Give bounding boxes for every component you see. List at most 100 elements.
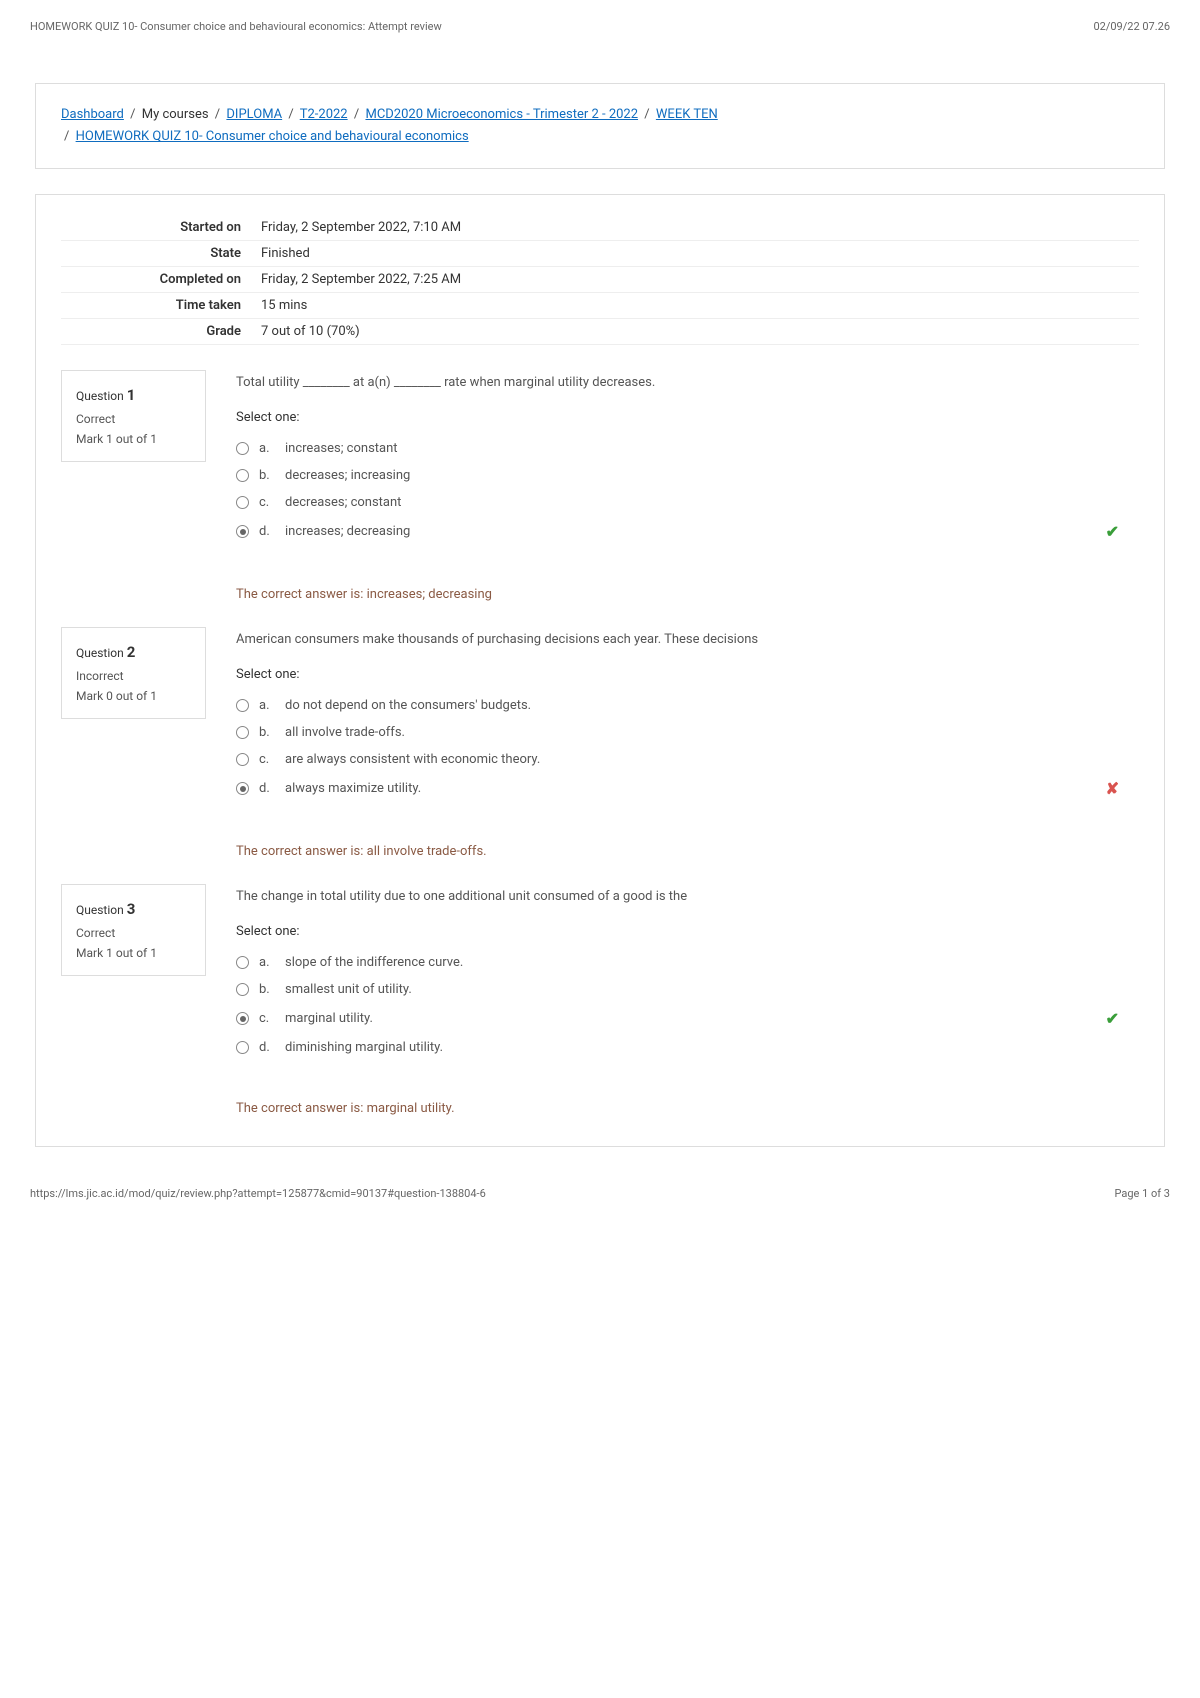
breadcrumb-quiz[interactable]: HOMEWORK QUIZ 10- Consumer choice and be… [76, 129, 469, 144]
summary-row: Started on Friday, 2 September 2022, 7:1… [61, 215, 1139, 241]
option-text: marginal utility. [285, 1011, 1086, 1026]
radio-icon [236, 1041, 249, 1054]
question-status: Incorrect [76, 666, 191, 686]
question-stem: American consumers make thousands of pur… [236, 632, 1119, 647]
question-number: Question 3 [76, 897, 191, 923]
option-a[interactable]: a. increases; constant [236, 435, 1119, 462]
option-d[interactable]: d. diminishing marginal utility. [236, 1034, 1119, 1061]
question-status: Correct [76, 923, 191, 943]
breadcrumb-sep: / [354, 107, 359, 122]
summary-label: Grade [61, 319, 251, 345]
question-number: Question 1 [76, 383, 191, 409]
feedback-prefix: The correct answer is: [236, 844, 367, 859]
breadcrumb-dashboard[interactable]: Dashboard [61, 107, 124, 122]
option-a[interactable]: a. slope of the indifference curve. [236, 949, 1119, 976]
option-text: diminishing marginal utility. [285, 1040, 1119, 1055]
feedback-prefix: The correct answer is: [236, 587, 367, 602]
summary-label: Time taken [61, 293, 251, 319]
summary-row: Time taken 15 mins [61, 293, 1139, 319]
radio-icon [236, 469, 249, 482]
radio-icon [236, 699, 249, 712]
summary-label: Completed on [61, 267, 251, 293]
radio-icon [236, 983, 249, 996]
question-mark: Mark 1 out of 1 [76, 429, 191, 449]
feedback: The correct answer is: marginal utility. [236, 1101, 1119, 1116]
question-block: Question 1 Correct Mark 1 out of 1 Total… [61, 370, 1139, 602]
option-letter: b. [259, 468, 275, 483]
option-b[interactable]: b. decreases; increasing [236, 462, 1119, 489]
option-text: increases; decreasing [285, 524, 1086, 539]
radio-icon [236, 782, 249, 795]
radio-icon [236, 726, 249, 739]
radio-icon [236, 525, 249, 538]
summary-value: 15 mins [251, 293, 1139, 319]
summary-value: 7 out of 10 (70%) [251, 319, 1139, 345]
radio-icon [236, 1012, 249, 1025]
option-text: always maximize utility. [285, 781, 1086, 796]
option-letter: c. [259, 495, 275, 510]
radio-icon [236, 753, 249, 766]
option-b[interactable]: b. all involve trade-offs. [236, 719, 1119, 746]
summary-label: State [61, 241, 251, 267]
feedback-answer: marginal utility. [367, 1101, 455, 1116]
option-letter: c. [259, 1011, 275, 1026]
breadcrumb-course[interactable]: MCD2020 Microeconomics - Trimester 2 - 2… [365, 107, 638, 122]
select-one-label: Select one: [236, 924, 1119, 939]
page-footer: https://lms.jic.ac.id/mod/quiz/review.ph… [0, 1167, 1200, 1220]
question-number: Question 2 [76, 640, 191, 666]
question-mark: Mark 0 out of 1 [76, 686, 191, 706]
option-letter: a. [259, 698, 275, 713]
breadcrumb-diploma[interactable]: DIPLOMA [226, 107, 282, 122]
option-text: are always consistent with economic theo… [285, 752, 1119, 767]
question-status: Correct [76, 409, 191, 429]
feedback-answer: increases; decreasing [367, 587, 492, 602]
option-text: increases; constant [285, 441, 1119, 456]
option-a[interactable]: a. do not depend on the consumers' budge… [236, 692, 1119, 719]
breadcrumb-sep: / [644, 107, 649, 122]
option-text: all involve trade-offs. [285, 725, 1119, 740]
summary-value: Friday, 2 September 2022, 7:10 AM [251, 215, 1139, 241]
option-d[interactable]: d. always maximize utility. ✘ [236, 773, 1119, 804]
breadcrumb-sep: / [215, 107, 220, 122]
cross-icon: ✘ [1106, 779, 1119, 798]
radio-icon [236, 956, 249, 969]
breadcrumb-sep: / [64, 129, 69, 144]
option-text: do not depend on the consumers' budgets. [285, 698, 1119, 713]
feedback-answer: all involve trade-offs. [367, 844, 487, 859]
option-text: decreases; increasing [285, 468, 1119, 483]
summary-label: Started on [61, 215, 251, 241]
breadcrumb-sep: / [288, 107, 293, 122]
select-one-label: Select one: [236, 410, 1119, 425]
option-text: slope of the indifference curve. [285, 955, 1119, 970]
check-icon: ✔ [1106, 1009, 1119, 1028]
header-title: HOMEWORK QUIZ 10- Consumer choice and be… [30, 20, 442, 33]
footer-url: https://lms.jic.ac.id/mod/quiz/review.ph… [30, 1187, 486, 1200]
option-c[interactable]: c. decreases; constant [236, 489, 1119, 516]
question-block: Question 2 Incorrect Mark 0 out of 1 Ame… [61, 627, 1139, 859]
summary-row: State Finished [61, 241, 1139, 267]
feedback: The correct answer is: increases; decrea… [236, 587, 1119, 602]
summary-row: Completed on Friday, 2 September 2022, 7… [61, 267, 1139, 293]
option-letter: d. [259, 1040, 275, 1055]
option-text: decreases; constant [285, 495, 1119, 510]
breadcrumb-term[interactable]: T2-2022 [300, 107, 348, 122]
page-header: HOMEWORK QUIZ 10- Consumer choice and be… [0, 0, 1200, 43]
option-d[interactable]: d. increases; decreasing ✔ [236, 516, 1119, 547]
summary-value: Finished [251, 241, 1139, 267]
header-datetime: 02/09/22 07.26 [1093, 20, 1170, 33]
option-c[interactable]: c. marginal utility. ✔ [236, 1003, 1119, 1034]
feedback-prefix: The correct answer is: [236, 1101, 367, 1116]
radio-icon [236, 496, 249, 509]
option-text: smallest unit of utility. [285, 982, 1119, 997]
breadcrumb: Dashboard / My courses / DIPLOMA / T2-20… [35, 83, 1165, 169]
check-icon: ✔ [1106, 522, 1119, 541]
option-b[interactable]: b. smallest unit of utility. [236, 976, 1119, 1003]
option-letter: d. [259, 781, 275, 796]
breadcrumb-week[interactable]: WEEK TEN [656, 107, 718, 122]
footer-page: Page 1 of 3 [1114, 1187, 1170, 1200]
option-c[interactable]: c. are always consistent with economic t… [236, 746, 1119, 773]
content-box: Started on Friday, 2 September 2022, 7:1… [35, 194, 1165, 1147]
option-letter: a. [259, 955, 275, 970]
breadcrumb-sep: / [130, 107, 135, 122]
main-container: Dashboard / My courses / DIPLOMA / T2-20… [0, 43, 1200, 1167]
